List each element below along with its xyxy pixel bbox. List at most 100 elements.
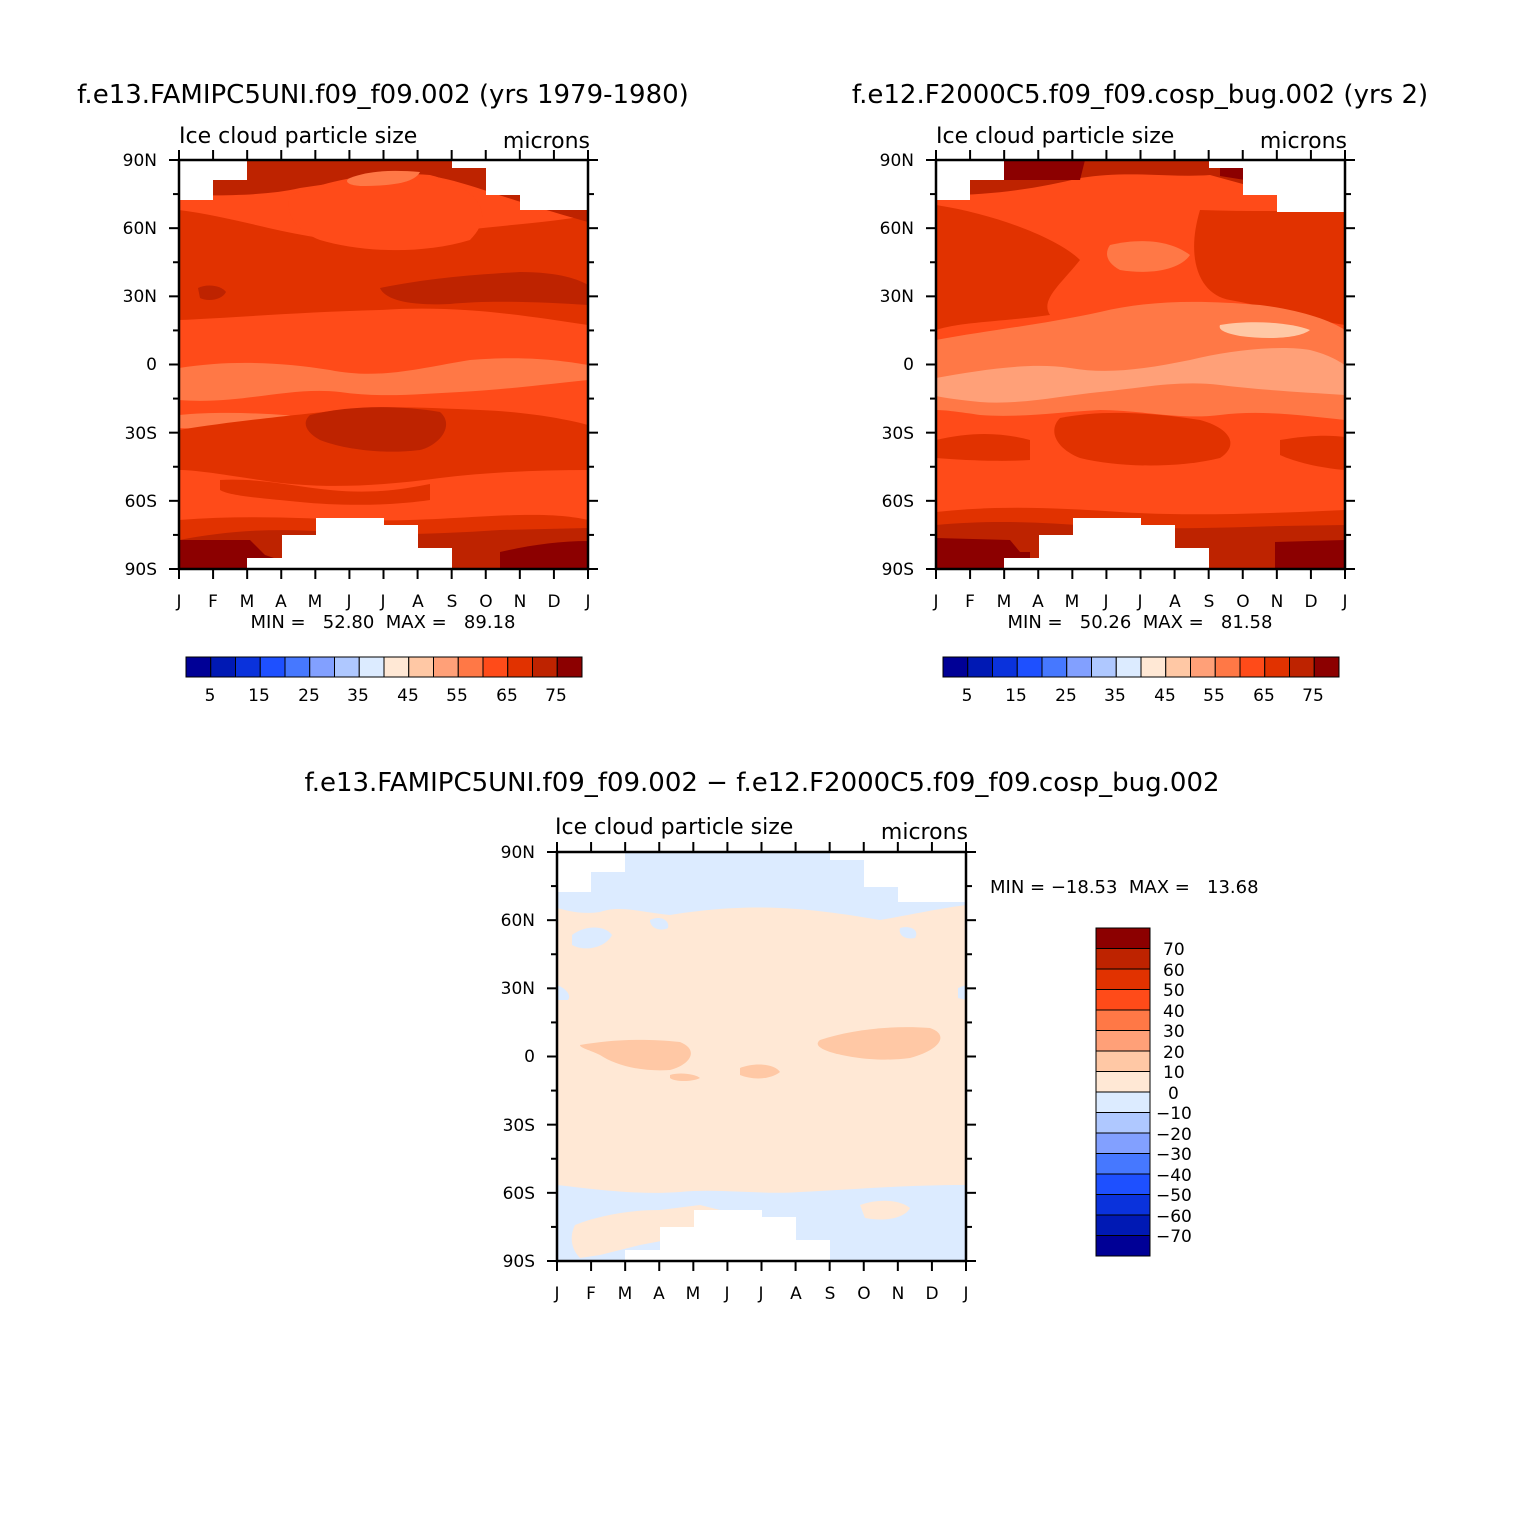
panel-c-missing-south (625, 1210, 830, 1261)
panel-b-xtick-label: O (1236, 592, 1249, 612)
panel-b-xtick-label: J (932, 592, 938, 612)
panel-b-xtick-label: J (1136, 592, 1142, 612)
panel-a-left-label: Ice cloud particle size (179, 124, 417, 149)
panel-b-xtick-label: J (1341, 592, 1347, 612)
panel-c-colorbar-labels: 70 60 50 40 30 20 10 0 −10 −20 −30 −40 −… (1156, 940, 1192, 1247)
panel-b-xtick-label: S (1204, 592, 1215, 612)
panel-c-colorbar-label: −20 (1156, 1125, 1192, 1145)
panel-c-xtick-label: J (757, 1284, 763, 1304)
colorbar-swatch (1264, 656, 1290, 678)
panel-c-eq-pos-left (580, 1039, 691, 1071)
panel-a-missing-south (247, 518, 452, 569)
colorbar-swatch (942, 656, 969, 678)
panel-a-x-tick-labels: J F M A M J J A S O N D J (175, 592, 590, 612)
panel-a-axis-ticks (169, 150, 598, 579)
panel-a-nh-dark (380, 272, 588, 305)
colorbar-swatch (1091, 656, 1117, 678)
panel-c-left-label: Ice cloud particle size (555, 815, 793, 840)
panel-a-ytick-label: 90S (125, 560, 157, 580)
panel-b-title: f.e12.F2000C5.f09_f09.cosp_bug.002 (yrs … (852, 80, 1428, 110)
panel-a-colorbar-label: 65 (496, 686, 518, 706)
panel-a-lower-band (220, 479, 430, 505)
panel-a-ytick-label: 30S (125, 424, 157, 444)
panel-a-xtick-label: M (308, 592, 323, 612)
panel-a-xtick-label: M (240, 592, 255, 612)
colorbar-swatch (383, 656, 410, 678)
colorbar-swatch (284, 656, 311, 678)
panel-c-ytick-label: 30N (501, 979, 535, 999)
panel-c-xtick-label: A (790, 1284, 802, 1304)
panel-a-xtick-label: A (412, 592, 424, 612)
panel-c-field (557, 852, 966, 1261)
panel-c-arctic-neg (557, 852, 966, 920)
colorbar-swatch (1066, 656, 1092, 678)
colorbar-swatch (235, 656, 261, 678)
panel-c-nh-blob (557, 985, 570, 1000)
colorbar-swatch (1095, 1214, 1151, 1236)
panel-c-xtick-label: S (825, 1284, 836, 1304)
colorbar-swatch (1095, 989, 1151, 1011)
panel-b-y-tick-labels: 90N 60N 30N 0 30S 60S 90S (880, 151, 914, 580)
panel-a-colorbar-labels: 5 15 25 35 45 55 65 75 (205, 686, 567, 706)
panel-c-colorbar-label: −60 (1156, 1207, 1192, 1227)
panel-b-xtick-label: J (1102, 592, 1108, 612)
panel-b-colorbar (942, 656, 1340, 678)
panel-b-colorbar-label: 15 (1005, 686, 1027, 706)
panel-b-colorbar-label: 5 (962, 686, 973, 706)
panel-b-xtick-label: F (965, 592, 975, 612)
panel-c-ytick-label: 0 (524, 1047, 535, 1067)
panel-a-sh-dark (305, 407, 447, 452)
panel-b-right-label: microns (1260, 129, 1347, 154)
panel-c-colorbar-label: 20 (1163, 1043, 1185, 1063)
panel-b-eq-light (936, 348, 1345, 403)
panel-b-colorbar-label: 45 (1154, 686, 1176, 706)
panel-b-antarctic-darkest-right (1275, 540, 1345, 569)
panel-c-xtick-label: J (723, 1284, 729, 1304)
panel-c-colorbar-label: 50 (1163, 981, 1185, 1001)
panel-a-right-label: microns (503, 129, 590, 154)
panel-a-xtick-label: F (208, 592, 218, 612)
panel-a-antarctic-darker-right (500, 541, 588, 569)
panel-a-title: f.e13.FAMIPC5UNI.f09_f09.002 (yrs 1979-1… (77, 80, 689, 110)
panel-c-eq-pos-right (817, 1027, 941, 1060)
colorbar-swatch (1313, 656, 1340, 678)
colorbar-swatch (1165, 656, 1191, 678)
panel-c-x-tick-labels: J F M A M J J A S O N D J (553, 1284, 968, 1304)
panel-b-xtick-label: M (1065, 592, 1080, 612)
panel-a-colorbar-label: 25 (298, 686, 320, 706)
panel-c-xtick-label: M (618, 1284, 633, 1304)
colorbar-swatch (259, 656, 286, 678)
colorbar-swatch (1095, 1071, 1151, 1093)
colorbar-swatch (457, 656, 484, 678)
colorbar-swatch (1095, 968, 1151, 990)
panel-a-eq-band (179, 358, 588, 401)
panel-b-min-max: MIN = 50.26 MAX = 81.58 (1008, 612, 1273, 633)
panel-c-xtick-label: F (586, 1284, 596, 1304)
colorbar-swatch (1095, 1112, 1151, 1134)
panel-b-ytick-label: 90N (880, 151, 914, 171)
panel-b-xtick-label: N (1271, 592, 1284, 612)
panel-b-sh-left (936, 434, 1030, 461)
panel-b-band-nh-right (1194, 210, 1345, 325)
colorbar-swatch (1190, 656, 1216, 678)
panel-a-xtick-label: J (584, 592, 590, 612)
panel-b-arctic-darkest-right (1220, 168, 1245, 180)
panel-a-ytick-label: 0 (146, 355, 157, 375)
panel-c-min-max: MIN = −18.53 MAX = 13.68 (990, 877, 1259, 898)
panel-c-right-label: microns (881, 820, 968, 845)
colorbar-swatch (992, 656, 1018, 678)
panel-c-arctic-blob (572, 927, 612, 949)
panel-b-ytick-label: 60S (882, 492, 914, 512)
panel-b-colorbar-label: 25 (1055, 686, 1077, 706)
panel-a-band-upper-arctic (179, 160, 588, 222)
colorbar-swatch (1289, 656, 1315, 678)
colorbar-swatch (1095, 1050, 1151, 1072)
panel-c-colorbar-label: 70 (1163, 940, 1185, 960)
panel-a-ytick-label: 60N (123, 219, 157, 239)
colorbar-swatch (482, 656, 509, 678)
panel-a-xtick-label: N (514, 592, 527, 612)
colorbar-swatch (1115, 656, 1142, 678)
panel-a-xtick-label: J (175, 592, 181, 612)
panel-b: f.e12.F2000C5.f09_f09.cosp_bug.002 (yrs … (852, 80, 1428, 706)
